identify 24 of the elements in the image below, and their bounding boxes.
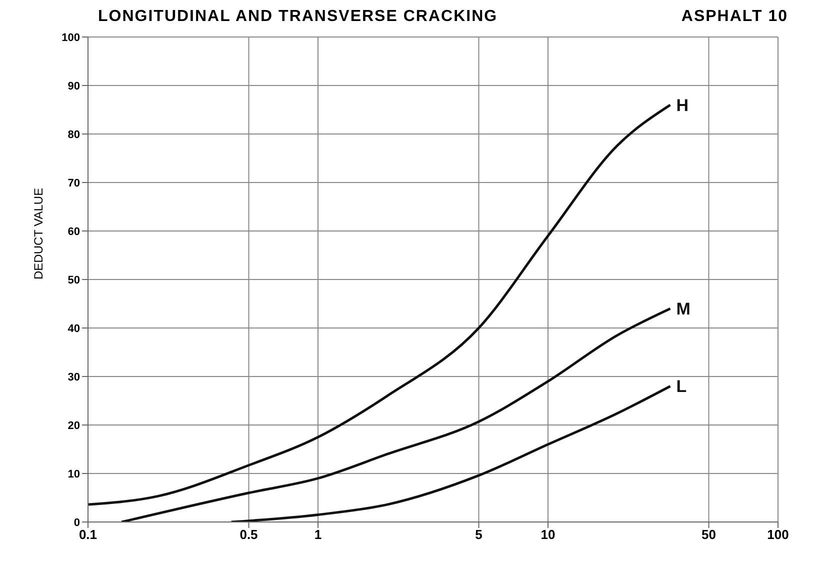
y-tick-label: 50: [68, 274, 80, 286]
y-tick-label: 70: [68, 177, 80, 190]
x-tick-label: 1: [314, 527, 322, 542]
x-tick-label: 0.1: [78, 527, 98, 542]
y-tick-label: 60: [68, 226, 80, 238]
y-axis-title: DEDUCT VALUE: [31, 188, 46, 280]
x-tick-label: 100: [767, 527, 789, 542]
chart-title: LONGITUDINAL AND TRANSVERSE CRACKING: [98, 8, 498, 27]
chart-subtitle: ASPHALT 10: [681, 8, 788, 27]
x-tick-label: 50: [702, 527, 716, 542]
y-tick-label: 100: [62, 32, 80, 44]
series-label: H: [676, 96, 689, 115]
y-tick-label: 40: [68, 322, 80, 335]
y-tick-label: 90: [68, 80, 80, 92]
x-tick-label: 0.5: [240, 527, 258, 542]
y-tick-label: 20: [68, 420, 80, 432]
y-tick-label: 10: [68, 468, 80, 480]
series-label: M: [676, 300, 690, 319]
y-tick-label: 30: [68, 371, 80, 384]
x-tick-label: 10: [540, 527, 556, 542]
x-tick-label: 5: [475, 527, 482, 542]
y-tick-label: 0: [74, 516, 80, 529]
series-label: L: [676, 377, 687, 396]
y-tick-label: 80: [68, 128, 80, 141]
